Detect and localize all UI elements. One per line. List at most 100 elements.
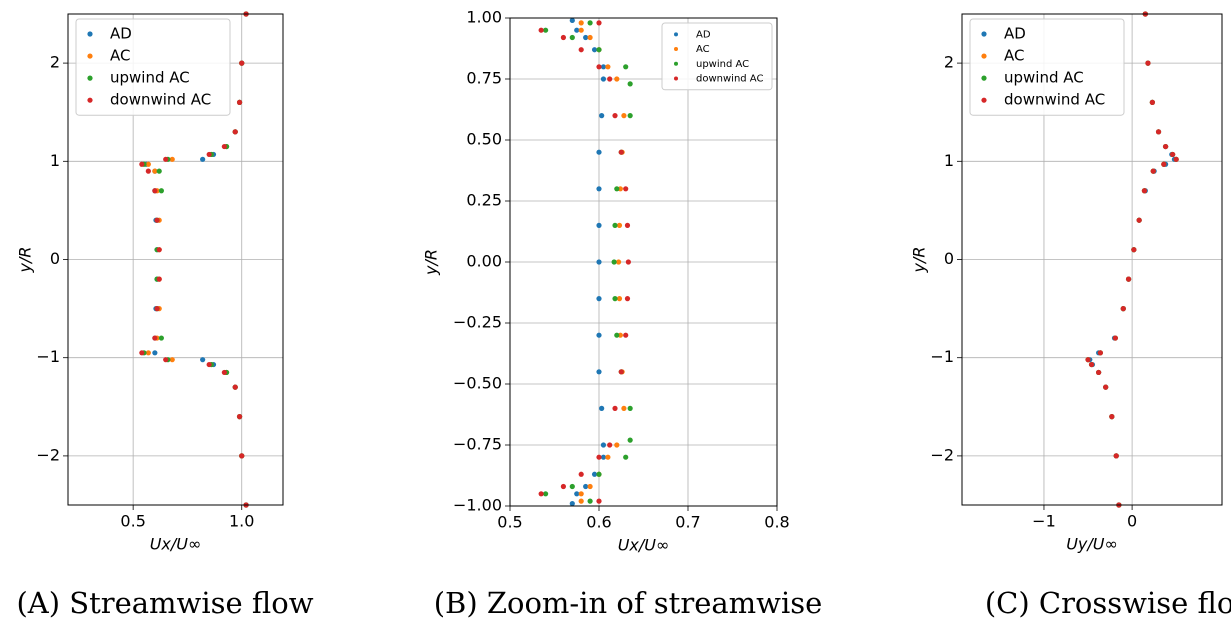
- legend-marker: [87, 53, 93, 59]
- data-point: [623, 186, 629, 192]
- legend-marker: [981, 31, 987, 37]
- data-point: [600, 442, 607, 448]
- data-point: [543, 491, 549, 497]
- data-point: [611, 259, 617, 265]
- caption: (C) Crosswise flow: [985, 586, 1231, 620]
- data-point: [169, 156, 175, 162]
- data-point: [139, 161, 145, 167]
- data-point: [158, 188, 164, 194]
- caption: (A) Streamwise flow: [16, 586, 313, 620]
- x-axis-label: Uy/U∞: [1066, 535, 1118, 554]
- data-point: [596, 471, 602, 477]
- data-point: [596, 222, 602, 228]
- data-point: [617, 332, 623, 338]
- data-point: [623, 454, 629, 460]
- data-point: [587, 20, 593, 26]
- data-point: [600, 64, 607, 70]
- legend: AD AC upwind AC downwind AC: [661, 22, 773, 91]
- data-point: [560, 483, 567, 490]
- data-point: [163, 357, 169, 363]
- legend-label: downwind AC: [696, 73, 763, 84]
- y-tick-label: 1: [944, 151, 954, 170]
- data-point: [1170, 151, 1176, 158]
- data-point: [154, 217, 160, 223]
- data-point: [612, 222, 618, 228]
- x-tick-label: 1.0: [229, 512, 254, 531]
- data-point: [624, 296, 631, 302]
- data-point: [583, 34, 589, 41]
- data-point: [625, 259, 631, 265]
- legend: AD AC upwind AC downwind AC: [969, 18, 1125, 116]
- data-point: [578, 27, 584, 33]
- y-tick-label: 0.50: [466, 130, 502, 149]
- y-tick-label: 0: [944, 249, 954, 268]
- data-point: [624, 222, 631, 228]
- data-point: [1149, 99, 1155, 105]
- data-point: [627, 81, 633, 87]
- data-point: [599, 113, 605, 119]
- data-point: [614, 442, 620, 448]
- data-point: [587, 34, 593, 41]
- axes-frame: [509, 17, 778, 507]
- subplot: −1 0 −2 −1 0 1 2 Uy/U∞ y/R (C) Crosswise flow AD AC…: [910, 11, 1231, 620]
- legend-marker: [674, 32, 678, 37]
- data-point: [612, 405, 618, 411]
- legend-label: upwind AC: [1004, 69, 1084, 87]
- data-point: [560, 34, 567, 41]
- data-point: [1145, 60, 1151, 66]
- legend-marker: [981, 97, 987, 103]
- data-point: [152, 168, 158, 174]
- y-tick-label: 2: [50, 53, 60, 72]
- data-point: [569, 483, 575, 490]
- data-point: [1173, 156, 1179, 162]
- data-point: [538, 491, 544, 497]
- x-tick-label: 0.6: [586, 513, 611, 532]
- data-point: [139, 350, 145, 356]
- axes-frame: [961, 13, 1223, 506]
- data-point: [627, 113, 633, 119]
- data-point: [623, 64, 629, 70]
- y-tick-label: −2: [930, 445, 954, 464]
- y-tick-label: 2: [944, 53, 954, 72]
- y-tick-label: −1.00: [453, 496, 502, 515]
- y-axis-label: y/R: [910, 247, 929, 274]
- data-point: [145, 350, 151, 356]
- y-tick-label: −1: [930, 347, 954, 366]
- legend-marker: [674, 76, 678, 81]
- data-point: [621, 113, 627, 119]
- data-point: [614, 76, 620, 82]
- data-point: [614, 332, 620, 338]
- data-point: [596, 296, 602, 302]
- data-point: [538, 27, 544, 33]
- data-point: [616, 222, 623, 228]
- legend-label: upwind AC: [696, 59, 749, 70]
- data-point: [616, 296, 623, 302]
- data-point: [596, 47, 602, 53]
- data-point: [587, 483, 593, 490]
- data-point: [596, 149, 602, 155]
- data-point: [569, 34, 575, 41]
- data-point: [239, 60, 245, 66]
- data-point: [1161, 161, 1167, 167]
- data-point: [578, 491, 584, 497]
- data-point: [239, 453, 245, 459]
- data-point: [569, 500, 575, 507]
- caption: (B) Zoom-in of streamwise: [434, 586, 823, 620]
- y-tick-label: 1: [50, 151, 60, 170]
- data-point: [618, 369, 624, 375]
- legend-box: [661, 22, 773, 91]
- data-point: [596, 64, 602, 70]
- axes-frame: [67, 13, 284, 506]
- legend-label: downwind AC: [1004, 91, 1105, 109]
- legend-label: downwind AC: [110, 91, 211, 109]
- y-tick-label: 1.00: [466, 8, 502, 27]
- data-point: [605, 454, 611, 460]
- data-point: [543, 27, 549, 33]
- data-point: [615, 259, 622, 265]
- legend-marker: [87, 75, 93, 81]
- data-point: [163, 156, 169, 162]
- data-point: [236, 99, 243, 105]
- data-point: [1155, 129, 1162, 135]
- data-point: [612, 113, 618, 119]
